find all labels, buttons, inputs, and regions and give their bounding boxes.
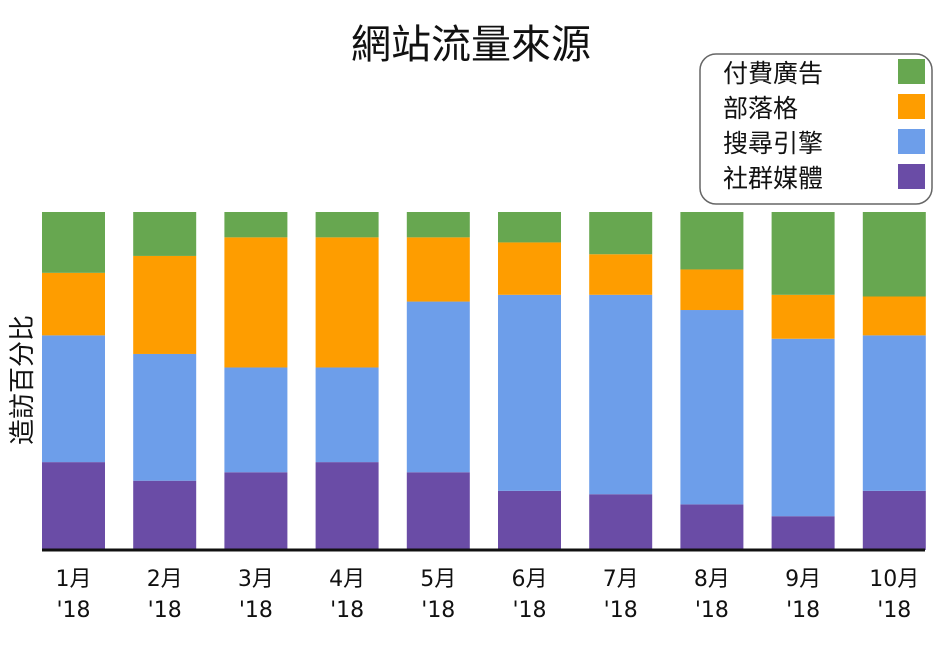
bar-segment-2-1 [133,480,197,550]
bar-segment-4-4 [315,212,379,238]
legend-swatch-3 [898,129,925,154]
bar-segment-3-3 [224,237,288,368]
bar-segment-7-4 [589,212,653,255]
x-tick-month-2: 2月 [147,567,183,592]
bar-segment-3-4 [224,212,288,238]
bars-layer [42,212,926,550]
x-tick-year-9: '18 [786,598,820,623]
bar-segment-8-2 [680,310,744,505]
x-tick-month-6: 6月 [512,567,548,592]
bar-segment-4-2 [315,367,379,463]
bar-segment-1-1 [42,462,105,550]
bar-segment-8-4 [680,212,744,270]
bar-segment-7-1 [589,494,653,550]
x-tick-year-4: '18 [330,598,364,623]
legend-box [699,53,933,205]
bar-segment-9-1 [771,516,835,550]
legend-label-1: 付費廣告 [723,59,823,88]
bar-segment-2-4 [133,212,197,256]
x-tick-month-1: 1月 [56,567,92,592]
bar-segment-2-3 [133,255,197,354]
x-tick-month-8: 8月 [694,567,730,592]
legend-swatch-4 [898,164,925,189]
x-tick-year-5: '18 [421,598,455,623]
legend-label-2: 部落格 [723,94,798,123]
bar-segment-8-3 [680,269,744,311]
bar-segment-5-2 [406,301,470,473]
bar-segment-6-1 [498,490,561,550]
bar-segment-3-1 [224,472,288,550]
bar-segment-6-4 [498,212,561,243]
x-tick-year-10: '18 [877,598,911,623]
bar-segment-3-2 [224,367,288,473]
bar-segment-1-4 [42,212,105,273]
bar-segment-2-2 [133,353,197,481]
bar-segment-10-1 [862,490,926,550]
bar-segment-1-3 [42,272,105,336]
bar-segment-6-3 [498,242,561,295]
legend-label-3: 搜尋引擎 [723,129,823,158]
bar-segment-9-4 [771,212,835,295]
x-tick-year-7: '18 [604,598,638,623]
bar-segment-10-3 [862,296,926,336]
bar-segment-9-2 [771,338,835,517]
legend-swatch-2 [898,94,925,119]
x-tick-year-8: '18 [695,598,729,623]
bar-segment-9-3 [771,294,835,339]
y-axis-label: 造訪百分比 [8,315,38,445]
x-tick-year-3: '18 [239,598,273,623]
bar-segment-10-2 [862,335,926,491]
x-tick-month-7: 7月 [603,567,639,592]
x-tick-year-1: '18 [56,598,90,623]
x-tick-month-5: 5月 [420,567,456,592]
chart-title: 網站流量來源 [351,22,591,68]
bar-segment-7-2 [589,294,653,495]
x-tick-labels: 1月 '18 2月 '18 3月 '18 4月 '18 5月 '18 6月 '18 7月 '18 8月 '18… [56,567,920,623]
bar-segment-4-1 [315,462,379,550]
x-tick-year-6: '18 [512,598,546,623]
x-tick-year-2: '18 [148,598,182,623]
x-tick-month-3: 3月 [238,567,274,592]
bar-segment-1-2 [42,335,105,463]
bar-segment-5-3 [406,237,470,302]
bar-segment-5-1 [406,472,470,550]
bar-segment-6-2 [498,294,561,491]
x-tick-month-9: 9月 [785,567,821,592]
legend-swatch-1 [898,59,925,84]
x-tick-month-4: 4月 [329,567,365,592]
bar-segment-7-3 [589,254,653,295]
bar-segment-5-4 [406,212,470,238]
legend-label-4: 社群媒體 [723,164,823,193]
bar-segment-10-4 [862,212,926,297]
bar-segment-4-3 [315,237,379,368]
bar-segment-8-1 [680,504,744,550]
x-tick-month-10: 10月 [869,567,919,592]
